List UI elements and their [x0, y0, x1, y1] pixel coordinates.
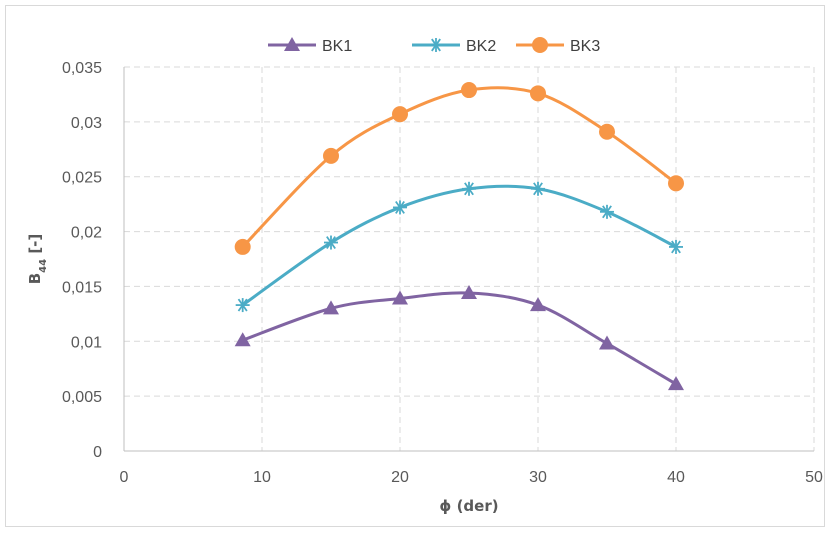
axes: 0 0,005 0,01 0,015 0,02 0,025 0,03 0,035 0 10 20 30…	[62, 60, 823, 486]
x-tick-label: 10	[253, 469, 271, 486]
data-point-bk1	[668, 376, 684, 391]
legend-item-bk3: BK3	[516, 37, 600, 55]
data-point-bk1	[323, 300, 339, 315]
legend-marker-bk2	[429, 38, 443, 52]
data-point-bk1	[392, 290, 408, 305]
y-tick-label: 0,03	[71, 115, 102, 132]
x-tick-label: 20	[391, 469, 409, 486]
data-point-bk2	[324, 235, 338, 250]
y-tick-label: 0,02	[71, 225, 102, 242]
x-tick-label: 0	[120, 469, 129, 486]
data-point-bk1	[234, 332, 251, 347]
data-point-bk3	[668, 175, 684, 192]
legend: BK1 BK2 BK3	[268, 37, 600, 55]
data-point-bk2	[462, 181, 476, 196]
data-point-bk2	[669, 239, 683, 254]
grid	[124, 66, 815, 451]
y-tick-label: 0,01	[71, 334, 102, 351]
data-point-bk3	[392, 106, 408, 123]
data-point-bk2	[393, 200, 407, 215]
data-point-bk2	[531, 181, 545, 196]
legend-marker-bk3	[532, 37, 548, 53]
x-tick-label: 50	[805, 469, 823, 486]
data-point-bk3	[461, 82, 477, 99]
data-point-bk3	[234, 238, 251, 255]
y-axis-title-suffix: [-]	[26, 234, 44, 259]
x-axis-title: ϕ (der)	[439, 497, 498, 515]
legend-label-bk1: BK1	[322, 38, 352, 55]
legend-marker-bk1	[284, 37, 300, 51]
y-tick-label: 0,035	[62, 60, 102, 77]
y-tick-label: 0,015	[62, 279, 102, 296]
data-point-bk3	[530, 85, 546, 102]
data-point-bk3	[599, 123, 615, 140]
y-tick-label: 0,025	[62, 170, 102, 187]
data-point-bk2	[600, 204, 614, 219]
data-point-bk3	[323, 147, 339, 164]
y-tick-label: 0,005	[62, 389, 102, 406]
series-lines	[234, 82, 684, 391]
legend-item-bk2: BK2	[412, 38, 496, 55]
data-point-bk1	[599, 335, 615, 350]
data-point-bk2	[235, 298, 250, 313]
series-line-bk2	[241, 184, 678, 307]
y-axis-title-subscript: 44	[38, 259, 49, 273]
y-axis-title: B44 [-]	[26, 234, 49, 285]
series-line-bk3	[241, 86, 678, 249]
y-axis-title-main: B	[26, 273, 44, 284]
legend-label-bk2: BK2	[466, 38, 496, 55]
data-point-bk1	[530, 297, 546, 312]
legend-label-bk3: BK3	[570, 38, 600, 55]
chart-frame	[5, 5, 825, 527]
data-point-bk1	[461, 285, 477, 300]
x-tick-label: 40	[667, 469, 685, 486]
legend-item-bk1: BK1	[268, 37, 352, 55]
series-line-bk1	[241, 291, 678, 386]
y-tick-label: 0	[93, 444, 102, 461]
x-tick-label: 30	[529, 469, 547, 486]
